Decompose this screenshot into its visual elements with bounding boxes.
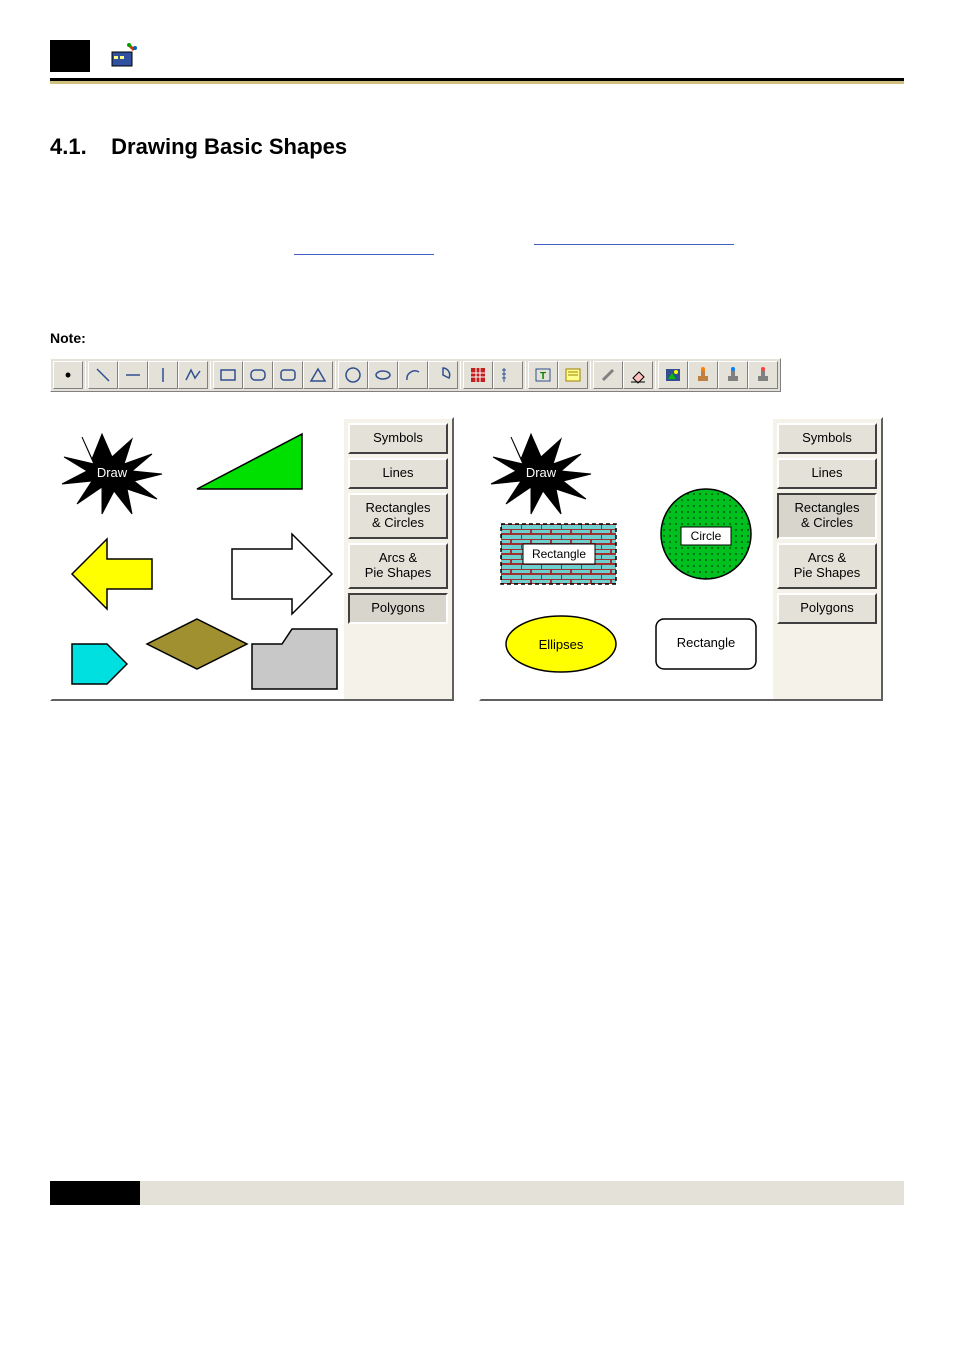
rect-circles-canvas: Draw	[481, 419, 773, 699]
rect-circles-panel: Draw	[479, 417, 883, 701]
menu-arcs-pie-2[interactable]: Arcs & Pie Shapes	[777, 543, 877, 589]
clip-rect-tool[interactable]	[273, 361, 303, 389]
arc-tool[interactable]	[398, 361, 428, 389]
polyline-tool[interactable]	[178, 361, 208, 389]
menu-polygons-2[interactable]: Polygons	[777, 593, 877, 624]
svg-text:Ellipses: Ellipses	[539, 637, 584, 652]
svg-text:Rectangle: Rectangle	[677, 635, 736, 650]
page-header	[50, 40, 904, 72]
stamp2-tool[interactable]	[718, 361, 748, 389]
svg-text:Draw: Draw	[526, 465, 557, 480]
app-icon	[110, 42, 138, 70]
pencil-tool[interactable]	[593, 361, 623, 389]
svg-text:T: T	[540, 371, 546, 382]
dot-tool[interactable]: •	[53, 361, 83, 389]
note-label: Note:	[50, 330, 904, 346]
polygons-panel-menu: Symbols Lines Rectangles & Circles Arcs …	[344, 419, 452, 699]
polygons-canvas: Draw	[52, 419, 344, 699]
line-vert-tool[interactable]	[148, 361, 178, 389]
intro-paragraph	[50, 190, 904, 270]
stamp3-tool[interactable]	[748, 361, 778, 389]
link-1[interactable]	[290, 240, 438, 260]
page-footer	[50, 1181, 904, 1205]
svg-text:Circle: Circle	[691, 529, 722, 543]
drawing-toolbar: • T	[50, 358, 781, 392]
menu-symbols[interactable]: Symbols	[348, 423, 448, 454]
line-diag-tool[interactable]	[88, 361, 118, 389]
footer-black-block	[50, 1181, 140, 1205]
menu-rect-circles[interactable]: Rectangles & Circles	[348, 493, 448, 539]
stamp1-tool[interactable]	[688, 361, 718, 389]
scale-tool[interactable]	[493, 361, 523, 389]
example-panels: Draw Symbols Lines Re	[50, 417, 904, 701]
ellipse-tool[interactable]	[368, 361, 398, 389]
polygons-panel: Draw Symbols Lines Re	[50, 417, 454, 701]
header-rule-shadow	[50, 81, 904, 84]
eraser-tool[interactable]	[623, 361, 653, 389]
menu-polygons[interactable]: Polygons	[348, 593, 448, 624]
header-rule	[50, 78, 904, 81]
line-horiz-tool[interactable]	[118, 361, 148, 389]
table-tool[interactable]	[463, 361, 493, 389]
note-tool[interactable]	[558, 361, 588, 389]
menu-arcs-pie[interactable]: Arcs & Pie Shapes	[348, 543, 448, 589]
section-title: 4.1. Drawing Basic Shapes	[50, 134, 904, 160]
link-2[interactable]	[530, 230, 738, 250]
svg-text:Rectangle: Rectangle	[532, 547, 586, 561]
section-number: 4.1.	[50, 134, 87, 159]
menu-rect-circles-2[interactable]: Rectangles & Circles	[777, 493, 877, 539]
section-heading: Drawing Basic Shapes	[111, 134, 347, 159]
text-tool[interactable]: T	[528, 361, 558, 389]
header-black-block	[50, 40, 90, 72]
triangle-tool[interactable]	[303, 361, 333, 389]
starburst-label: Draw	[97, 465, 128, 480]
image-tool[interactable]	[658, 361, 688, 389]
menu-lines[interactable]: Lines	[348, 458, 448, 489]
circle-tool[interactable]	[338, 361, 368, 389]
menu-lines-2[interactable]: Lines	[777, 458, 877, 489]
roundrect-tool[interactable]	[243, 361, 273, 389]
rect-circles-panel-menu: Symbols Lines Rectangles & Circles Arcs …	[773, 419, 881, 699]
rect-tool[interactable]	[213, 361, 243, 389]
pie-tool[interactable]	[428, 361, 458, 389]
menu-symbols-2[interactable]: Symbols	[777, 423, 877, 454]
